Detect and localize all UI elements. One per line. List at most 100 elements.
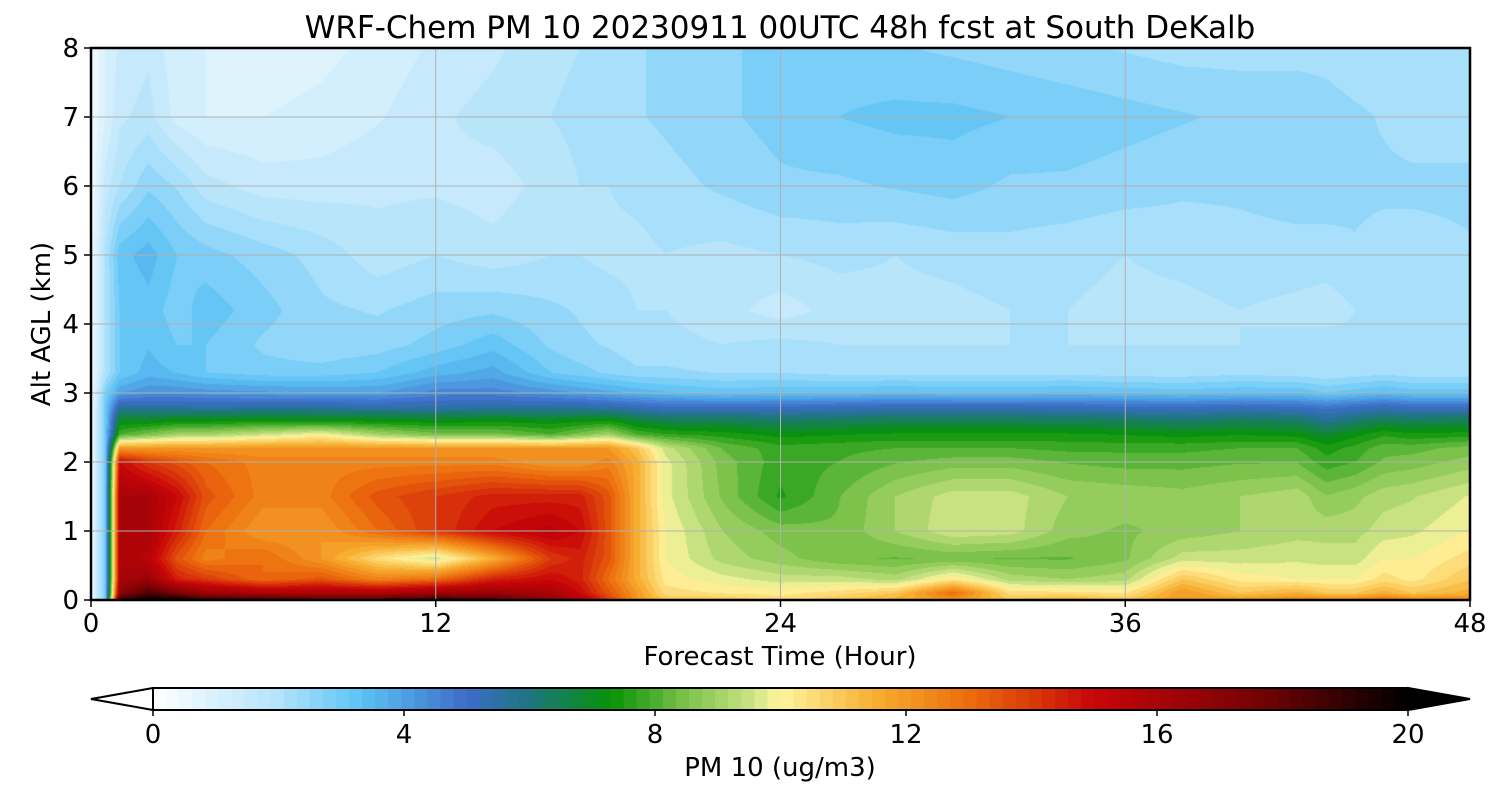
colorbar-swatch [1251,688,1265,710]
colorbar-tick-label: 8 [647,720,664,750]
colorbar-swatch [414,688,429,710]
colorbar-swatch [257,688,272,710]
colorbar-tick-label: 4 [396,720,413,750]
grid-lines [91,48,1470,600]
colorbar-swatch [741,688,755,710]
colorbar-swatch [1055,688,1069,710]
colorbar-swatch [989,688,1004,710]
colorbar-swatch [610,688,625,710]
colorbar-swatch [492,688,507,710]
colorbar-swatch [296,688,311,710]
y-tick-label: 3 [62,379,79,409]
colorbar-swatch [858,688,873,710]
colorbar-swatch [375,688,389,710]
colorbar-swatch [192,688,206,710]
colorbar-swatch [1211,688,1226,710]
colorbar-swatch [885,688,899,710]
colorbar-swatch [166,688,180,710]
colorbar-swatch [362,688,376,710]
colorbar-swatch [505,688,520,710]
colorbar-swatch [479,688,494,710]
y-tick-label: 6 [62,172,79,202]
colorbar-swatch [1107,688,1121,710]
colorbar-swatch [1224,688,1239,710]
colorbar-swatch [1238,688,1252,710]
colorbar-swatch [1185,688,1200,710]
colorbar-swatch [205,688,219,710]
colorbar-swatch [309,688,324,710]
colorbar-swatch [924,688,938,710]
colorbar-swatch [715,688,729,710]
colorbar-swatch [453,688,468,710]
colorbar-swatch [819,688,834,710]
x-axis: 0 12 24 36 48 [83,600,1487,639]
colorbar-swatch [1303,688,1318,710]
colorbar-swatch [153,688,167,710]
y-tick-label: 4 [62,310,79,340]
x-tick-label: 48 [1453,609,1486,639]
colorbar-ticks: 0 4 8 12 16 20 [145,710,1425,750]
colorbar-swatch [1394,688,1409,710]
colorbar-swatch [1172,688,1187,710]
colorbar-swatch [754,688,769,710]
colorbar-swatch [1277,688,1291,710]
colorbar-swatch [218,688,233,710]
colorbar-swatch [832,688,847,710]
colorbar-swatch [688,688,703,710]
colorbar-swatch [675,688,690,710]
colorbar-tick-label: 16 [1140,720,1173,750]
colorbar-swatch [440,688,455,710]
colorbar-max-extension [1407,686,1471,712]
colorbar-swatch [976,688,991,710]
colorbar-swatches [153,688,1409,710]
x-tick-label: 24 [764,609,797,639]
colorbar-swatch [1329,688,1344,710]
y-tick-label: 7 [62,103,79,133]
colorbar-tick-label: 20 [1391,720,1424,750]
colorbar-swatch [898,688,912,710]
colorbar-swatch [571,688,585,710]
colorbar-swatch [767,688,782,710]
y-axis: 0 1 2 3 4 5 6 7 8 [62,34,91,616]
x-axis-label: Forecast Time (Hour) [643,642,916,672]
x-tick-label: 0 [83,609,100,639]
colorbar-swatch [283,688,298,710]
colorbar-swatch [1342,688,1357,710]
colorbar-swatch [623,688,638,710]
colorbar-swatch [1368,688,1383,710]
colorbar-swatch [649,688,664,710]
colorbar-swatch [806,688,821,710]
colorbar-swatch [322,688,337,710]
colorbar-swatch [1159,688,1174,710]
colorbar-swatch [911,688,925,710]
colorbar-swatch [231,688,246,710]
colorbar-swatch [427,688,442,710]
colorbar-swatch [636,688,651,710]
colorbar-swatch [662,688,677,710]
colorbar-swatch [1002,688,1017,710]
y-tick-label: 2 [62,448,79,478]
colorbar-swatch [1198,688,1213,710]
colorbar-swatch [532,688,546,710]
colorbar-tick-label: 0 [145,720,162,750]
colorbar-frame [152,687,1409,711]
colorbar-min-extension [90,686,154,712]
colorbar-tick-label: 12 [889,720,922,750]
colorbar-swatch [388,688,402,710]
colorbar-swatch [937,688,952,710]
colorbar-swatch [780,688,795,710]
colorbar-swatch [401,688,416,710]
chart-title: WRF-Chem PM 10 20230911 00UTC 48h fcst a… [305,10,1256,46]
colorbar-swatch [702,688,716,710]
colorbar-swatch [1068,688,1082,710]
colorbar-swatch [1381,688,1396,710]
colorbar-swatch [728,688,742,710]
colorbar-swatch [1015,688,1030,710]
colorbar-swatch [1081,688,1095,710]
colorbar-swatch [336,688,350,710]
colorbar-swatch [466,688,481,710]
colorbar-swatch [1133,688,1148,710]
colorbar-swatch [270,688,285,710]
